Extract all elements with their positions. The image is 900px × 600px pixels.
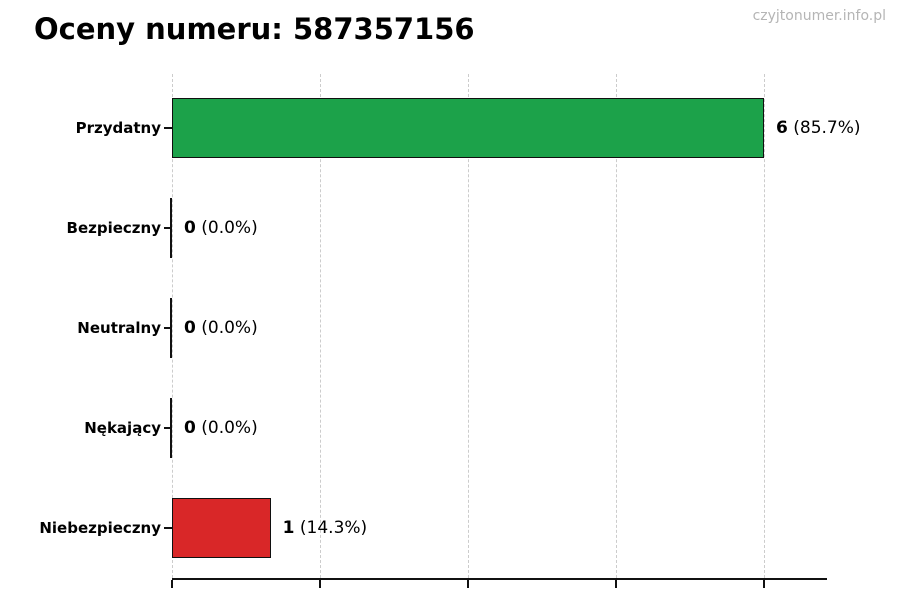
gridline bbox=[763, 74, 765, 578]
value-label: 1 (14.3%) bbox=[282, 518, 368, 538]
value-count: 6 bbox=[776, 118, 788, 138]
category-label: Przydatny bbox=[75, 119, 161, 137]
value-label: 0 (0.0%) bbox=[184, 218, 258, 238]
category-tick bbox=[164, 527, 172, 529]
bar bbox=[172, 498, 271, 558]
value-count: 0 bbox=[184, 418, 196, 438]
category-tick bbox=[164, 427, 172, 429]
gridline bbox=[615, 74, 617, 578]
watermark-text: czyjtonumer.info.pl bbox=[752, 8, 886, 24]
category-tick bbox=[164, 227, 172, 229]
zero-bar bbox=[170, 198, 172, 258]
zero-bar bbox=[170, 298, 172, 358]
chart-title: Oceny numeru: 587357156 bbox=[34, 12, 475, 46]
category-label: Neutralny bbox=[77, 319, 161, 337]
value-count: 0 bbox=[184, 218, 196, 238]
value-count: 0 bbox=[184, 318, 196, 338]
zero-bar bbox=[170, 398, 172, 458]
category-label: Nękający bbox=[84, 419, 161, 437]
category-tick bbox=[164, 127, 172, 129]
gridline bbox=[171, 74, 173, 578]
value-label: 0 (0.0%) bbox=[184, 418, 258, 438]
bar bbox=[172, 98, 764, 158]
gridline bbox=[467, 74, 469, 578]
x-axis-line bbox=[172, 578, 827, 580]
category-label: Niebezpieczny bbox=[39, 519, 161, 537]
category-tick bbox=[164, 327, 172, 329]
x-axis-tick bbox=[171, 580, 173, 588]
gridline bbox=[319, 74, 321, 578]
x-axis-tick bbox=[615, 580, 617, 588]
value-label: 0 (0.0%) bbox=[184, 318, 258, 338]
value-count: 1 bbox=[282, 518, 295, 538]
x-axis-tick bbox=[763, 580, 765, 588]
value-label: 6 (85.7%) bbox=[776, 118, 861, 138]
x-axis-tick bbox=[319, 580, 321, 588]
x-axis-tick bbox=[467, 580, 469, 588]
category-label: Bezpieczny bbox=[66, 219, 161, 237]
